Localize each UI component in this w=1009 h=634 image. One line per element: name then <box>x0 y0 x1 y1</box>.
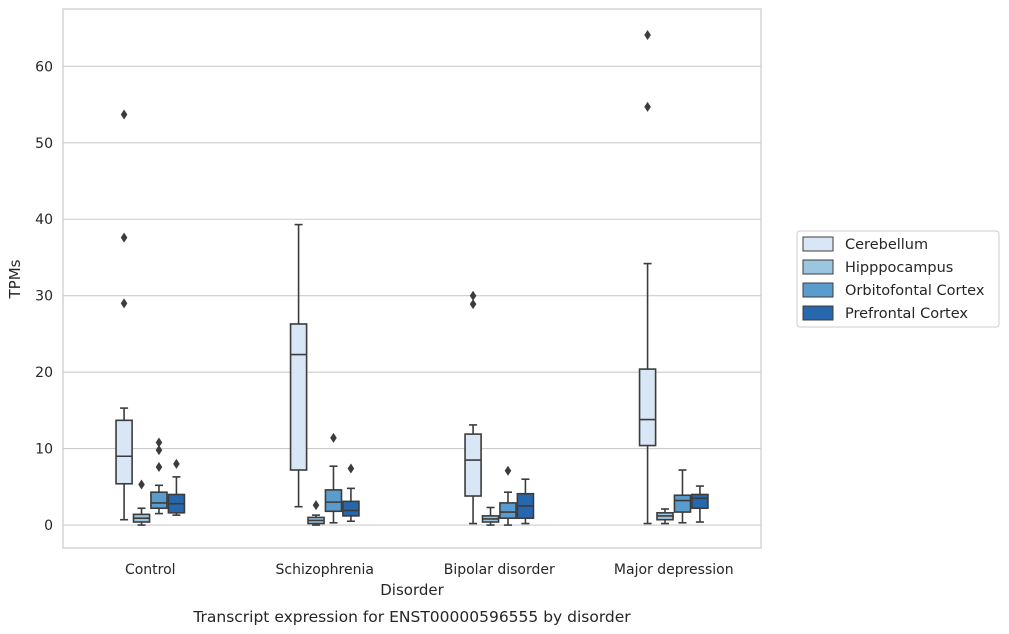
x-tick-labels: Control Schizophrenia Bipolar disorder Majo… <box>125 562 734 578</box>
box-iqr <box>464 433 482 497</box>
legend-label: Orbitofontal Cortex <box>845 283 985 299</box>
y-tick-label: 40 <box>35 212 53 228</box>
outlier-point <box>155 445 163 456</box>
outlier-point <box>120 109 128 120</box>
legend-swatch <box>802 305 834 321</box>
box-1-2 <box>324 432 343 524</box>
outlier-point <box>173 458 180 469</box>
outlier-point <box>644 29 651 40</box>
y-tick-label: 0 <box>44 518 53 534</box>
x-tick-label: Control <box>125 562 176 578</box>
outlier-point <box>504 465 512 476</box>
box-iqr <box>499 502 517 519</box>
legend-swatch <box>802 282 834 298</box>
y-tick-label: 20 <box>35 365 53 381</box>
x-tick-label: Major depression <box>614 562 734 578</box>
box-0-1 <box>132 479 151 526</box>
box-1-0 <box>289 223 308 508</box>
y-gridlines <box>63 65 761 526</box>
x-axis-label: Disorder <box>380 581 444 599</box>
outlier-point <box>347 463 355 474</box>
box-1-1 <box>307 500 325 526</box>
box-0-0 <box>115 109 133 521</box>
box-0-3 <box>167 458 186 516</box>
legend-swatch <box>802 259 834 275</box>
y-tick-labels: 0 10 20 30 40 50 60 <box>35 59 53 534</box>
box-3-0 <box>638 29 657 525</box>
y-tick-label: 50 <box>35 136 53 152</box>
box-0-2 <box>150 437 168 515</box>
figure-caption: Transcript expression for ENST0000059655… <box>192 608 631 626</box>
box-2-0 <box>464 290 482 525</box>
legend-label: Hipppocampus <box>845 260 953 276</box>
box-iqr <box>342 500 360 517</box>
y-tick-label: 60 <box>35 59 53 75</box>
legend-frame <box>796 230 1000 328</box>
box-iqr <box>289 323 308 471</box>
outlier-point <box>469 290 477 301</box>
outlier-point <box>469 299 477 310</box>
box-3-3 <box>691 485 709 523</box>
outlier-point <box>120 232 128 243</box>
outlier-point <box>644 101 651 112</box>
y-axis-label: TPMs <box>6 259 24 299</box>
outlier-point <box>155 461 163 472</box>
legend-label: Cerebellum <box>845 237 928 253</box>
outlier-point <box>330 432 337 443</box>
box-2-1 <box>481 506 500 526</box>
legend: Cerebellum Hipppocampus Orbitofontal Corte… <box>796 230 1000 328</box>
outlier-point <box>138 479 145 490</box>
box-iqr <box>115 419 133 485</box>
box-2-2 <box>499 465 517 526</box>
box-iqr <box>691 493 709 510</box>
box-iqr <box>150 491 168 510</box>
box-3-1 <box>656 508 674 525</box>
legend-label: Prefrontal Cortex <box>845 306 968 322</box>
box-3-2 <box>673 469 692 524</box>
x-tick-label: Bipolar disorder <box>444 562 555 578</box>
box-iqr <box>673 494 692 513</box>
box-iqr <box>324 489 343 513</box>
outlier-point <box>120 298 128 309</box>
legend-swatch <box>802 236 834 252</box>
plot-area <box>62 8 762 549</box>
y-tick-label: 10 <box>35 442 53 458</box>
box-iqr <box>638 368 657 447</box>
x-tick-label: Schizophrenia <box>276 562 374 578</box>
box-groups <box>115 29 709 526</box>
box-2-3 <box>516 478 535 525</box>
outlier-point <box>312 500 320 511</box>
box-1-3 <box>342 463 360 523</box>
y-tick-label: 30 <box>35 289 53 305</box>
outlier-point <box>155 437 163 448</box>
